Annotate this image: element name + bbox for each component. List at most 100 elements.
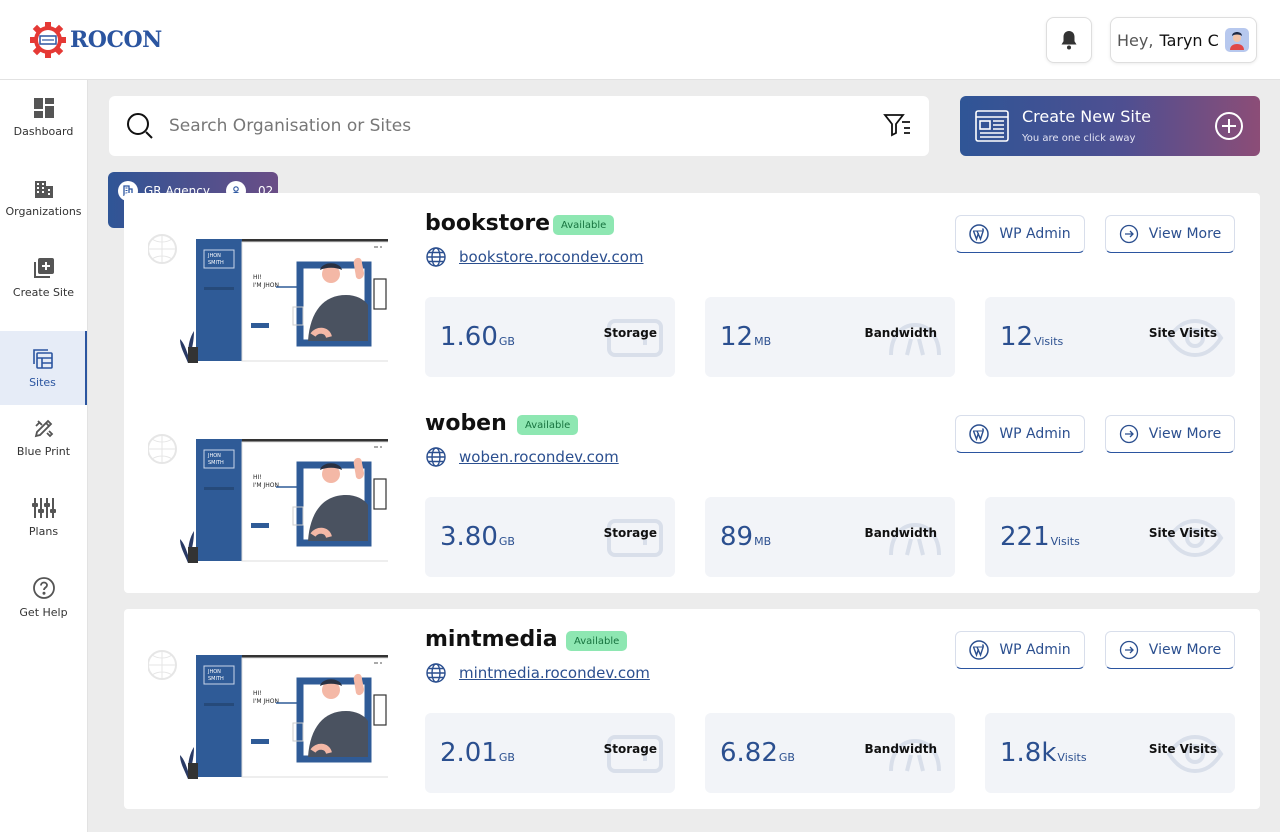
view-more-button[interactable]: View More <box>1105 215 1235 253</box>
thumbnail-name-bottom: SMITH <box>208 260 224 266</box>
sidebar-item-label: Sites <box>29 375 56 389</box>
view-more-button[interactable]: View More <box>1105 631 1235 669</box>
sidebar-item-label: Organizations <box>5 204 82 218</box>
site-url-link[interactable]: woben.rocondev.com <box>459 448 619 466</box>
bandwidth-unit: MB <box>754 535 772 548</box>
thumbnail-line-1: HI! <box>253 474 262 481</box>
thumbnail-line-1: HI! <box>253 274 262 281</box>
sidebar-item-sites[interactable]: Sites <box>0 331 87 405</box>
avatar-icon <box>1229 32 1244 50</box>
site-group: JHON SMITH HI! I'M JHON mintmedia Availa… <box>124 609 1260 809</box>
bandwidth-stat: 89 MB Bandwidth <box>705 497 955 577</box>
visits-unit: Visits <box>1057 751 1087 764</box>
site-name[interactable]: bookstore <box>425 211 551 236</box>
site-name[interactable]: woben <box>425 411 507 436</box>
bandwidth-value: 6.82 <box>720 738 778 768</box>
bandwidth-stat: 12 MB Bandwidth <box>705 297 955 377</box>
storage-stat: 3.80 GB Storage <box>425 497 675 577</box>
user-name: Taryn C <box>1159 30 1219 50</box>
visits-value: 221 <box>1000 522 1050 552</box>
rocon-logo[interactable]: ROCON <box>28 20 162 60</box>
search-input[interactable] <box>169 110 869 142</box>
notifications-button[interactable] <box>1046 17 1092 63</box>
bell-icon <box>1061 31 1077 50</box>
visits-label: Site Visits <box>1148 326 1217 340</box>
sidebar-item-blue-print[interactable]: Blue Print <box>0 400 87 474</box>
create-site-title: Create New Site <box>1022 107 1151 126</box>
storage-icon <box>607 319 663 357</box>
thumbnail-line-1: HI! <box>253 690 262 697</box>
view-more-label: View More <box>1148 642 1222 658</box>
arrow-right-circle-icon <box>1119 424 1138 444</box>
status-badge: Available <box>566 631 628 651</box>
dashboard-icon <box>33 97 54 118</box>
site-thumbnail[interactable]: JHON SMITH HI! I'M JHON <box>148 423 388 563</box>
site-visits-stat: 221 Visits Site Visits <box>985 497 1235 577</box>
site-url-link[interactable]: mintmedia.rocondev.com <box>459 664 650 682</box>
bandwidth-icon <box>889 522 941 556</box>
site-name[interactable]: mintmedia <box>425 627 558 652</box>
storage-value: 1.60 <box>440 322 498 352</box>
wp-admin-button[interactable]: WP Admin <box>955 415 1085 453</box>
globe-icon <box>426 663 446 683</box>
visits-unit: Visits <box>1034 335 1064 348</box>
view-more-label: View More <box>1148 426 1222 442</box>
bandwidth-value: 12 <box>720 322 754 352</box>
storage-icon <box>607 519 663 557</box>
view-more-button[interactable]: View More <box>1105 415 1235 453</box>
site-card: JHON SMITH HI! I'M JHON mintmedia Availa… <box>124 609 1260 809</box>
site-card: JHON SMITH HI! I'M JHON bookstore Availa… <box>124 193 1260 393</box>
sidebar-item-dashboard[interactable]: Dashboard <box>0 80 87 154</box>
search-icon <box>127 113 153 139</box>
globe-icon <box>426 247 446 267</box>
storage-value: 3.80 <box>440 522 498 552</box>
storage-label: Storage <box>603 742 657 756</box>
add-box-icon <box>33 257 54 278</box>
greeting-text: Hey, <box>1117 30 1154 50</box>
user-menu[interactable]: Hey, Taryn C <box>1110 17 1257 63</box>
thumbnail-name-top: JHON <box>207 669 221 675</box>
create-new-site-button[interactable]: Create New Site You are one click away <box>960 96 1260 156</box>
sidebar-item-label: Blue Print <box>16 444 71 458</box>
thumbnail-line-2: I'M JHON <box>253 282 279 289</box>
sidebar-item-label: Plans <box>28 524 59 538</box>
plans-icon <box>31 497 56 518</box>
site-thumbnail[interactable]: JHON SMITH HI! I'M JHON <box>148 223 388 363</box>
thumbnail-name-top: JHON <box>207 453 221 459</box>
sidebar-item-create-site[interactable]: Create Site <box>0 240 87 314</box>
arrow-right-circle-icon <box>1119 224 1138 244</box>
sites-icon <box>32 348 53 369</box>
wp-admin-button[interactable]: WP Admin <box>955 631 1085 669</box>
website-icon <box>975 110 1009 142</box>
storage-unit: GB <box>498 751 515 764</box>
sidebar-item-get-help[interactable]: Get Help <box>0 560 87 634</box>
globe-icon <box>426 447 446 467</box>
site-card: JHON SMITH HI! I'M JHON woben Available … <box>124 393 1260 593</box>
sidebar-item-label: Create Site <box>12 285 75 299</box>
status-badge: Available <box>553 215 615 235</box>
site-url-link[interactable]: bookstore.rocondev.com <box>459 248 644 266</box>
building-icon <box>34 180 53 198</box>
thumbnail-name-bottom: SMITH <box>208 676 224 682</box>
wp-admin-label: WP Admin <box>999 226 1071 242</box>
bandwidth-icon <box>889 322 941 356</box>
sidebar-item-label: Dashboard <box>13 124 74 138</box>
site-thumbnail[interactable]: JHON SMITH HI! I'M JHON <box>148 639 388 779</box>
storage-value: 2.01 <box>440 738 498 768</box>
storage-label: Storage <box>603 526 657 540</box>
eye-icon <box>1166 518 1224 558</box>
wp-admin-label: WP Admin <box>999 426 1071 442</box>
arrow-right-circle-icon <box>1119 640 1138 660</box>
filter-icon[interactable] <box>883 112 913 138</box>
thumbnail-name-top: JHON <box>207 253 221 259</box>
sidebar-item-plans[interactable]: Plans <box>0 480 87 554</box>
wordpress-icon <box>969 640 990 660</box>
sidebar-item-label: Get Help <box>19 605 68 619</box>
sidebar-item-organizations[interactable]: Organizations <box>0 160 87 234</box>
storage-stat: 1.60 GB Storage <box>425 297 675 377</box>
visits-unit: Visits <box>1050 535 1080 548</box>
storage-label: Storage <box>603 326 657 340</box>
wp-admin-button[interactable]: WP Admin <box>955 215 1085 253</box>
bandwidth-unit: GB <box>778 751 795 764</box>
view-more-label: View More <box>1148 226 1222 242</box>
